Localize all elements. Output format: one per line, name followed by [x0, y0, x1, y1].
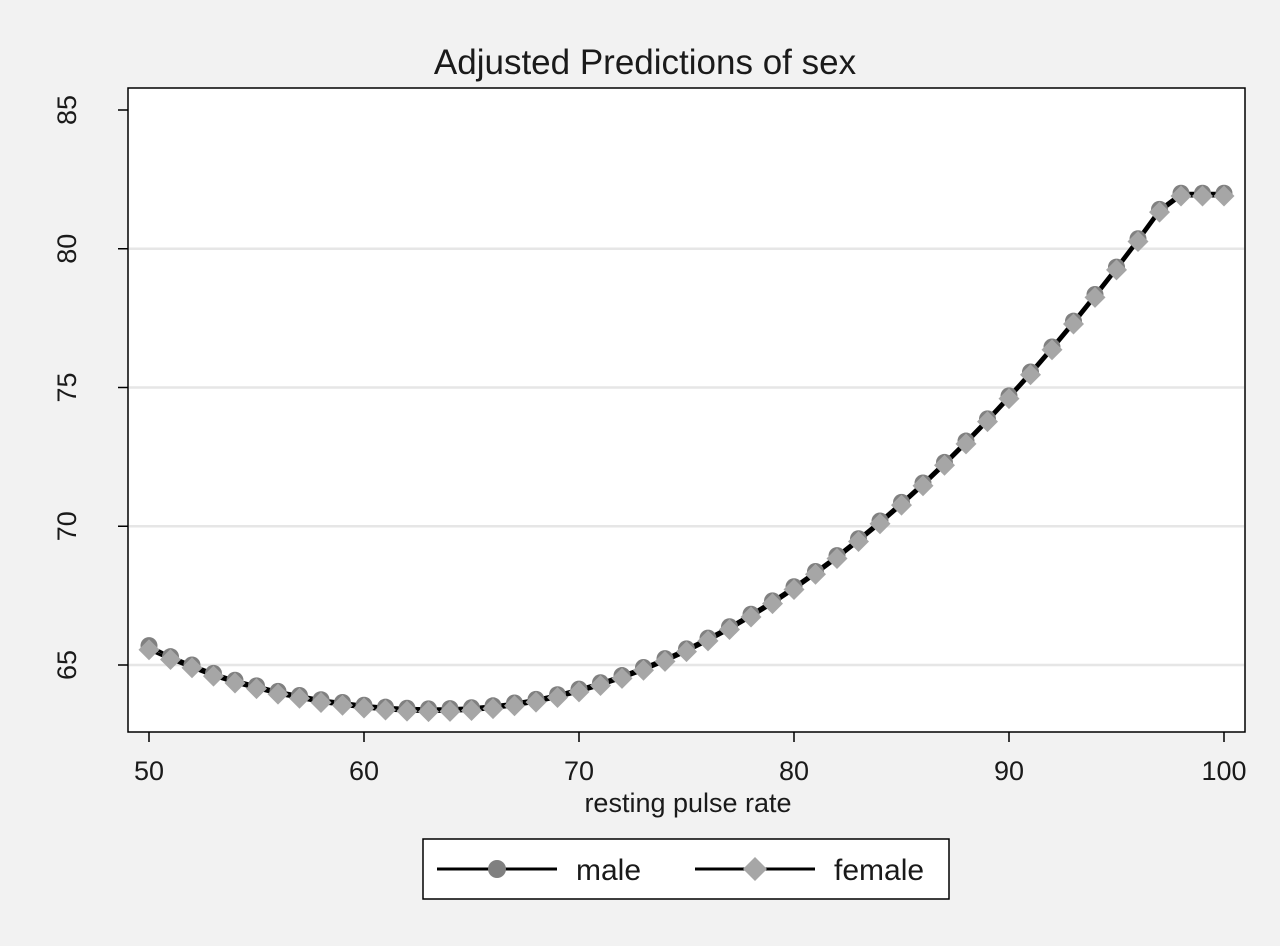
- data-point-female: [676, 641, 697, 663]
- data-point-female: [611, 667, 633, 689]
- data-point-female: [375, 699, 396, 721]
- data-point-female: [719, 618, 740, 640]
- legend-male-label: male: [576, 854, 641, 887]
- data-point-female: [310, 691, 332, 713]
- data-point-female: [1149, 201, 1170, 223]
- legend-female-label: female: [834, 854, 924, 887]
- legend-female-marker: [743, 857, 767, 881]
- data-point-female: [289, 687, 310, 709]
- data-point-female: [138, 639, 160, 661]
- data-point-female: [590, 675, 611, 697]
- data-point-female: [1170, 185, 1192, 207]
- data-point-female: [998, 388, 1020, 410]
- data-point-female: [1213, 185, 1235, 207]
- data-point-female: [547, 686, 568, 708]
- data-point-female: [633, 659, 654, 681]
- data-point-female: [461, 700, 482, 722]
- data-point-female: [1127, 231, 1149, 253]
- data-point-female: [1020, 364, 1041, 386]
- y-tick-label: 75: [52, 372, 82, 402]
- x-axis-label: resting pulse rate: [584, 788, 791, 818]
- grid-lines: [129, 247, 1244, 667]
- data-point-female: [160, 648, 181, 670]
- plot-area: [127, 87, 1246, 733]
- data-point-female: [848, 531, 869, 553]
- data-point-female: [1084, 286, 1106, 308]
- x-tick-label: 80: [779, 756, 809, 786]
- data-point-female: [224, 672, 246, 694]
- data-point-female: [912, 475, 934, 497]
- data-point-female: [439, 700, 461, 722]
- data-point-female: [332, 694, 353, 716]
- data-point-female: [955, 433, 977, 455]
- y-tick-label: 70: [52, 511, 82, 541]
- y-tick-label: 85: [52, 95, 82, 125]
- y-tick-label: 80: [52, 234, 82, 264]
- x-tick-label: 50: [134, 756, 164, 786]
- x-tick-label: 90: [994, 756, 1024, 786]
- data-point-female: [740, 606, 762, 628]
- data-point-female: [762, 593, 783, 615]
- legend-male-marker: [488, 860, 506, 878]
- data-point-female: [267, 683, 289, 705]
- data-point-female: [1063, 313, 1084, 335]
- data-point-female: [396, 700, 418, 722]
- data-point-female: [934, 454, 955, 476]
- data-point-female: [246, 678, 267, 700]
- legend: male female: [422, 838, 950, 900]
- data-point-female: [805, 563, 826, 585]
- data-point-female: [1192, 185, 1213, 207]
- x-axis: 50 60 70 80 90 100: [134, 732, 1247, 786]
- data-point-female: [203, 665, 224, 687]
- data-point-female: [977, 411, 998, 433]
- data-point-female: [826, 547, 848, 569]
- data-point-female: [504, 695, 525, 717]
- data-point-female: [1106, 259, 1127, 281]
- data-point-female: [783, 579, 805, 601]
- data-point-female: [654, 650, 676, 672]
- data-point-female: [697, 630, 719, 652]
- data-point-female: [1041, 339, 1063, 361]
- data-point-female: [568, 681, 590, 703]
- x-tick-label: 60: [349, 756, 379, 786]
- x-tick-label: 70: [564, 756, 594, 786]
- y-axis: 65 70 75 80 85: [52, 95, 128, 680]
- series-layer: [138, 184, 1235, 723]
- data-point-female: [353, 697, 375, 719]
- chart-title: Adjusted Predictions of sex: [434, 43, 857, 82]
- data-point-female: [869, 513, 891, 535]
- data-point-female: [891, 494, 912, 516]
- data-point-female: [181, 657, 203, 679]
- y-tick-label: 65: [52, 650, 82, 680]
- data-point-female: [482, 698, 504, 720]
- data-point-female: [525, 691, 547, 713]
- data-point-female: [418, 701, 439, 723]
- x-tick-label: 100: [1201, 756, 1246, 786]
